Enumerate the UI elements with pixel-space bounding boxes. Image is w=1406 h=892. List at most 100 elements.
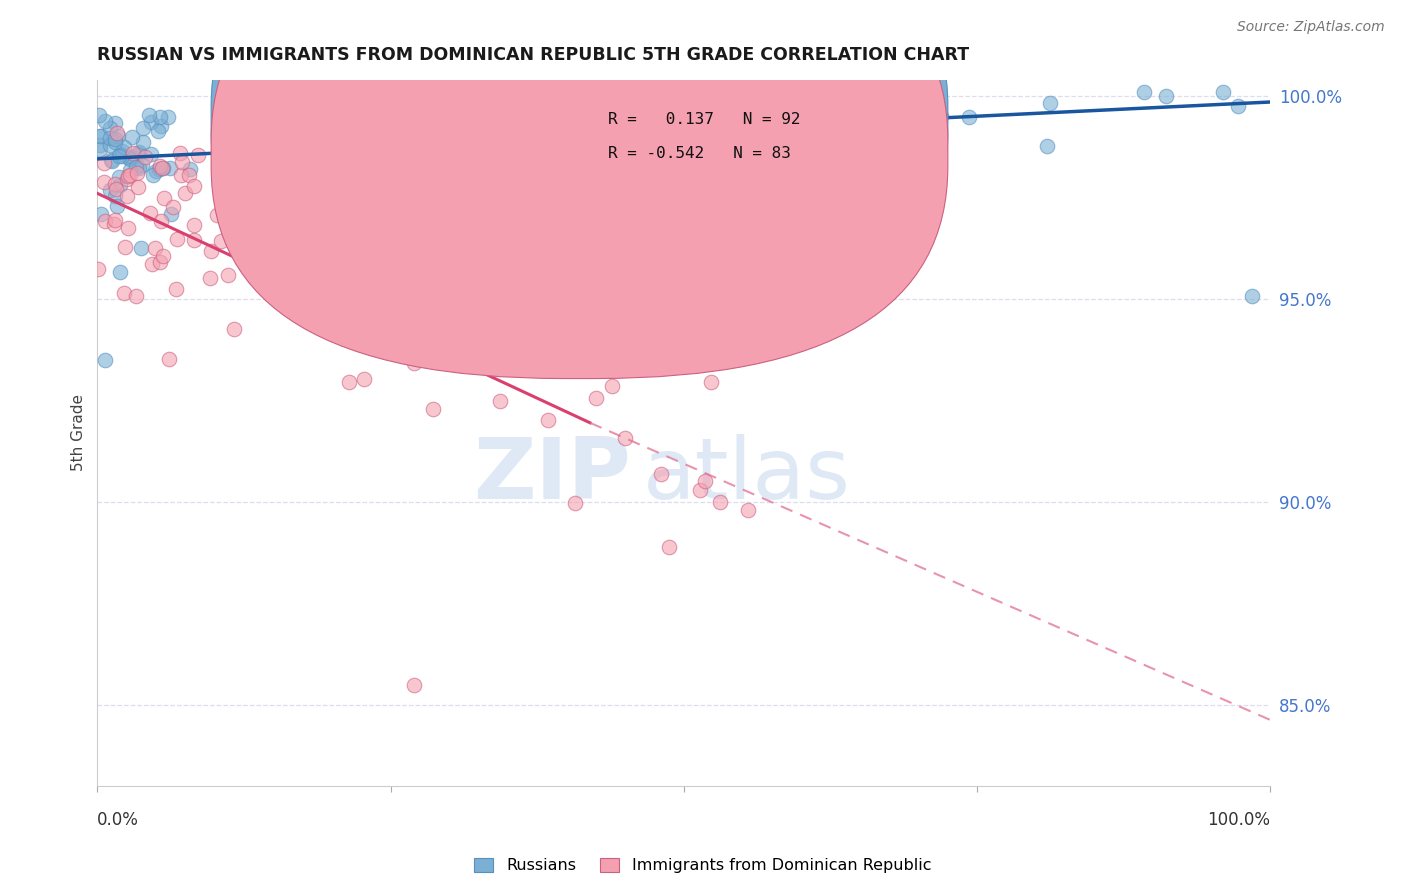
Point — [108, 265, 131, 279]
Point — [402, 136, 425, 151]
Point — [183, 178, 205, 193]
Point — [695, 475, 717, 489]
Point — [105, 199, 128, 213]
Text: R =   0.137   N = 92: R = 0.137 N = 92 — [607, 112, 800, 127]
Point — [866, 85, 889, 99]
Point — [125, 289, 148, 303]
Point — [860, 146, 883, 161]
Point — [179, 168, 201, 182]
Point — [107, 129, 129, 144]
Point — [1133, 85, 1156, 99]
Point — [127, 166, 149, 180]
Point — [112, 140, 135, 154]
Point — [537, 413, 560, 427]
Point — [118, 168, 141, 182]
Point — [117, 189, 139, 203]
Point — [90, 129, 112, 144]
Legend: Russians, Immigrants from Dominican Republic: Russians, Immigrants from Dominican Repu… — [468, 851, 938, 880]
Point — [585, 391, 607, 405]
Point — [298, 220, 321, 235]
Point — [149, 159, 172, 173]
Point — [105, 126, 128, 140]
Point — [141, 257, 163, 271]
Point — [205, 208, 228, 222]
Point — [243, 269, 266, 284]
Point — [814, 263, 837, 277]
Point — [297, 245, 319, 260]
Point — [101, 154, 124, 169]
Point — [422, 402, 444, 417]
Point — [957, 110, 980, 124]
Point — [543, 154, 565, 169]
Point — [853, 189, 876, 203]
Point — [89, 108, 111, 122]
Point — [124, 160, 146, 174]
Point — [108, 147, 131, 161]
Point — [731, 89, 754, 103]
Point — [138, 205, 160, 219]
Point — [117, 220, 139, 235]
Point — [89, 142, 111, 156]
Point — [121, 146, 143, 161]
Point — [111, 145, 134, 159]
Point — [834, 156, 856, 170]
Text: Source: ZipAtlas.com: Source: ZipAtlas.com — [1237, 20, 1385, 34]
Point — [111, 149, 134, 163]
Point — [94, 214, 117, 228]
Point — [141, 114, 163, 128]
Point — [142, 168, 165, 182]
Point — [104, 182, 127, 196]
Point — [187, 148, 209, 162]
Point — [114, 240, 136, 254]
Point — [145, 163, 167, 178]
Point — [1039, 96, 1062, 111]
Point — [110, 178, 132, 193]
Point — [183, 218, 205, 232]
Point — [89, 138, 111, 153]
Point — [170, 168, 193, 182]
Point — [131, 157, 153, 171]
Text: atlas: atlas — [643, 434, 851, 516]
Point — [222, 322, 245, 336]
Point — [169, 146, 191, 161]
Point — [108, 169, 131, 184]
FancyBboxPatch shape — [543, 94, 866, 182]
Point — [200, 244, 222, 259]
Point — [131, 242, 153, 256]
Point — [209, 234, 232, 248]
Point — [295, 232, 318, 246]
Point — [98, 121, 121, 136]
Point — [104, 132, 127, 146]
Point — [170, 155, 193, 169]
FancyBboxPatch shape — [211, 0, 948, 378]
Point — [404, 356, 426, 370]
Text: ZIP: ZIP — [474, 434, 631, 516]
Point — [94, 352, 117, 367]
FancyBboxPatch shape — [211, 0, 948, 344]
Point — [810, 141, 832, 155]
Point — [564, 495, 586, 509]
Point — [112, 286, 135, 301]
Point — [104, 178, 127, 192]
Point — [1154, 88, 1177, 103]
Point — [689, 483, 711, 497]
Point — [1241, 288, 1264, 302]
Point — [650, 467, 672, 481]
Point — [104, 135, 127, 149]
Point — [709, 495, 731, 509]
Point — [619, 162, 641, 177]
Point — [217, 268, 239, 282]
Point — [839, 132, 862, 146]
Point — [519, 103, 541, 118]
Point — [243, 208, 266, 222]
Point — [395, 342, 418, 356]
Point — [700, 375, 723, 389]
Point — [152, 249, 174, 263]
Point — [1212, 85, 1234, 99]
Point — [183, 234, 205, 248]
Point — [150, 214, 173, 228]
Text: RUSSIAN VS IMMIGRANTS FROM DOMINICAN REPUBLIC 5TH GRADE CORRELATION CHART: RUSSIAN VS IMMIGRANTS FROM DOMINICAN REP… — [97, 46, 970, 64]
Point — [104, 189, 127, 203]
Point — [143, 241, 166, 255]
Point — [149, 255, 172, 269]
